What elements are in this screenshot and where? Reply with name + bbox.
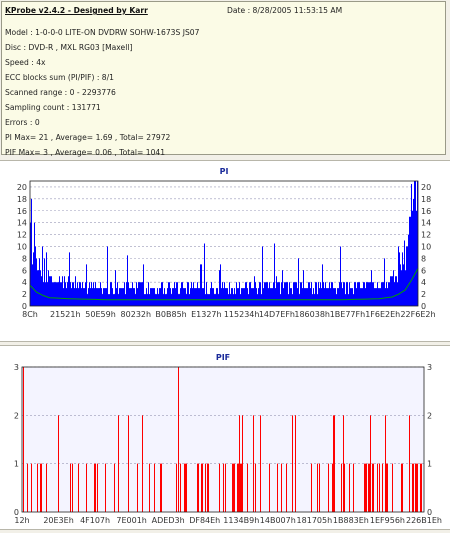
y-tick-label-right: 2 [421,290,426,299]
y-tick-label-right: 1 [427,460,432,469]
y-tick-label-right: 0 [427,508,432,517]
x-tick-label: 50E59h [85,310,115,319]
scan-info-panel: KProbe v2.4.2 - Designed by Karr Date : … [1,1,446,157]
pif-chart: PIF 0 0 1 1 2 2 3 3 12h 20E3Eh 4F107h 7E001h ADED3h DF… [14,353,442,525]
y-tick-label-left: 18 [17,195,27,204]
y-tick-label-left: 3 [14,363,19,372]
x-tick-label: 115234h [224,310,260,319]
y-tick-label-left: 10 [17,242,27,251]
info-disc: Disc : DVD-R , MXL RG03 [Maxell] [5,43,133,52]
y-tick-label-right: 8 [421,254,426,263]
x-tick-label: 21521h [50,310,81,319]
info-speed: Speed : 4x [5,58,46,67]
x-tick-label: 14B007h [260,516,296,525]
y-tick-label-left: 12 [17,231,27,240]
x-tick-label: DF84Eh [189,516,220,525]
x-tick-label: 1BE77Fh [330,310,365,319]
y-tick-label-left: 6 [22,266,27,275]
x-tick-label: 14D7EFh [259,310,295,319]
average-line [29,268,419,301]
y-tick-label-right: 14 [421,219,431,228]
x-tick-label: 8Ch [22,310,38,319]
y-tick-label-right: 12 [421,231,431,240]
y-tick-label-left: 0 [14,508,19,517]
info-pi-summary: PI Max= 21 , Average= 1.69 , Total= 2797… [5,133,171,142]
x-tick-label: 1EF956h [370,516,405,525]
info-model: Model : 1-0-0-0 LITE-ON DVDRW SOHW-1673S… [5,28,200,37]
x-tick-label: 80232h [121,310,152,319]
y-tick-label-right: 6 [421,266,426,275]
pif-chart-panel: PIF 0 0 1 1 2 2 3 3 12h 20E3Eh 4F107h 7E001h ADED3h DF… [0,345,450,530]
pi-chart-panel: PI 0 0 2 2 4 4 6 6 8 8 10 10 12 12 14 14 16 16 18 18 20 20 8Ch 2… [0,160,450,342]
x-tick-label: 7E001h [116,516,146,525]
x-tick-label: B0B85h [155,310,186,319]
info-pif-summary: PIF Max= 3 , Average= 0.06 , Total= 1041 [5,148,166,157]
y-tick-label-left: 14 [17,219,27,228]
pi-chart: PI 0 0 2 2 4 4 6 6 8 8 10 10 12 12 14 14 16 16 18 18 20 20 8Ch 2… [17,167,436,319]
y-tick-label-right: 2 [427,411,432,420]
plot-frame [29,180,419,307]
x-tick-label: 181705h [297,516,333,525]
y-tick-label-left: 2 [14,411,19,420]
app-title: KProbe v2.4.2 - Designed by Karr [5,6,148,15]
info-sampling-count: Sampling count : 131771 [5,103,101,112]
y-tick-label-left: 0 [22,302,27,311]
y-tick-label-left: 20 [17,183,27,192]
x-tick-label: 12h [14,516,29,525]
x-tick-label: 1F6E2Eh [365,310,400,319]
y-tick-label-right: 18 [421,195,431,204]
x-tick-label: ADED3h [152,516,185,525]
x-tick-label: 1134B9h [223,516,259,525]
chart-title: PIF [216,353,230,362]
y-tick-label-left: 4 [22,278,27,287]
x-tick-label: 186038h [294,310,330,319]
plot-frame [21,366,425,513]
y-tick-label-right: 3 [427,363,432,372]
y-tick-label-left: 16 [17,207,27,216]
info-scanned-range: Scanned range : 0 - 2293776 [5,88,116,97]
x-tick-label: E1327h [191,310,221,319]
info-errors: Errors : 0 [5,118,40,127]
x-tick-label: 1B883Eh [333,516,369,525]
y-tick-label-left: 1 [14,460,19,469]
y-tick-label-right: 0 [421,302,426,311]
x-tick-label: 22F6E2h [400,310,435,319]
x-tick-label: 226B1Eh [406,516,442,525]
y-tick-label-right: 10 [421,242,431,251]
chart-title: PI [220,167,229,176]
scan-date: Date : 8/28/2005 11:53:15 AM [227,6,343,15]
y-tick-label-right: 20 [421,183,431,192]
x-tick-label: 20E3Eh [43,516,73,525]
y-tick-label-left: 8 [22,254,27,263]
x-tick-label: 4F107h [80,516,110,525]
info-ecc-blocks: ECC blocks sum (PI/PIF) : 8/1 [5,73,115,82]
y-tick-label-right: 4 [421,278,426,287]
y-tick-label-right: 16 [421,207,431,216]
y-tick-label-left: 2 [22,290,27,299]
